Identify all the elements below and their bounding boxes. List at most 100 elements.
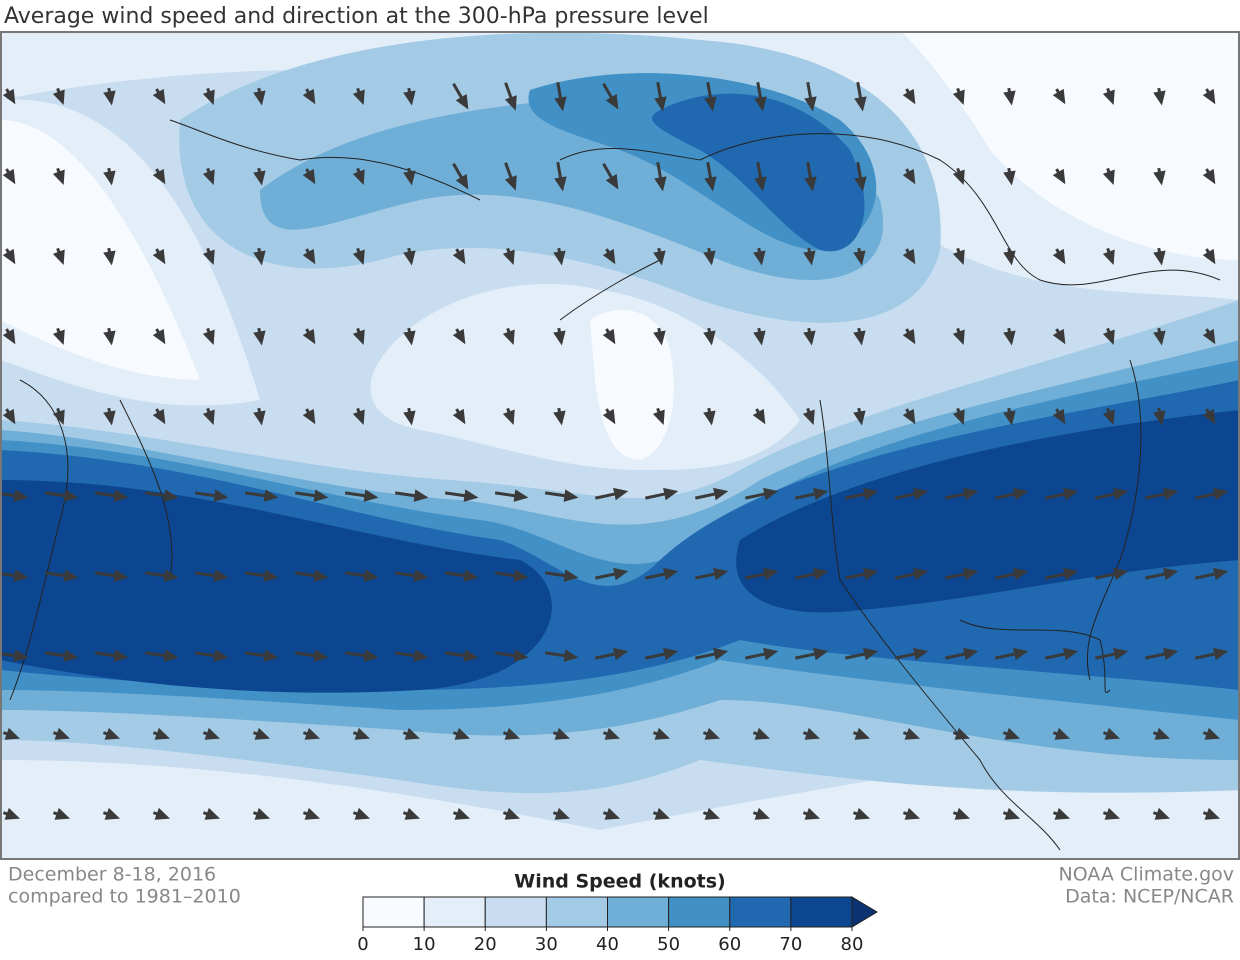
wind-arrow — [1202, 408, 1216, 425]
wind-arrow — [452, 328, 466, 345]
wind-arrow — [1052, 248, 1066, 265]
wind-arrow — [244, 649, 279, 662]
wind-arrow — [253, 407, 266, 426]
wind-arrow — [654, 161, 667, 192]
wind-arrow — [1045, 487, 1079, 501]
wind-arrow — [352, 407, 365, 426]
wind-arrow — [1152, 727, 1171, 740]
wind-arrow — [152, 727, 171, 740]
wind-arrow — [52, 167, 65, 186]
wind-arrow — [1102, 327, 1115, 346]
wind-arrow — [352, 727, 371, 740]
wind-arrow — [795, 567, 829, 581]
wind-arrow — [452, 248, 466, 265]
wind-arrow — [554, 161, 567, 192]
wind-arrow — [802, 807, 821, 820]
wind-arrow — [494, 569, 529, 582]
wind-arrow — [752, 727, 771, 740]
legend-overflow — [851, 896, 878, 928]
legend-swatch — [729, 896, 792, 928]
wind-arrow — [853, 407, 866, 426]
wind-arrow — [952, 327, 965, 346]
legend-swatch — [668, 896, 731, 928]
wind-arrow — [544, 489, 579, 502]
wind-arrow — [502, 247, 515, 266]
wind-arrow — [1153, 247, 1166, 266]
wind-arrow — [902, 248, 916, 265]
wind-arrow — [103, 167, 116, 186]
wind-arrow — [752, 408, 766, 425]
wind-arrow — [645, 647, 679, 661]
wind-arrow — [1152, 807, 1171, 820]
wind-arrow — [502, 407, 515, 426]
wind-arrow — [504, 82, 517, 111]
wind-arrow — [152, 408, 166, 425]
wind-arrow — [595, 567, 629, 581]
wind-arrow — [2, 248, 16, 265]
wind-arrow — [952, 407, 965, 426]
wind-arrow — [403, 87, 416, 106]
wind-arrow — [645, 487, 679, 501]
map — [2, 33, 1238, 858]
wind-arrow — [1202, 248, 1216, 265]
wind-arrow — [995, 567, 1029, 581]
wind-arrow — [103, 407, 116, 426]
wind-arrow — [602, 328, 616, 345]
wind-arrow — [394, 569, 429, 582]
wind-arrow — [553, 327, 566, 346]
wind-arrow — [152, 168, 166, 185]
wind-arrow — [52, 807, 71, 820]
wind-arrow — [695, 647, 729, 661]
wind-arrow — [1102, 87, 1115, 106]
wind-arrow — [394, 649, 429, 662]
wind-arrow — [653, 247, 666, 266]
wind-arrow — [504, 162, 517, 191]
wind-arrow — [945, 487, 979, 501]
wind-arrow — [44, 649, 79, 662]
wind-arrow — [1202, 168, 1216, 185]
wind-arrow — [452, 408, 466, 425]
wind-arrow — [2, 88, 16, 105]
wind-arrow — [745, 487, 779, 501]
wind-arrow — [253, 87, 266, 106]
wind-arrow — [802, 407, 815, 426]
wind-arrow — [44, 569, 79, 582]
wind-arrow — [1195, 487, 1229, 501]
wind-arrow — [352, 247, 365, 266]
wind-arrow — [1153, 407, 1166, 426]
wind-arrow — [945, 647, 979, 661]
wind-arrow — [344, 649, 379, 662]
wind-arrow — [1003, 167, 1016, 186]
wind-arrow — [853, 327, 866, 346]
map-band — [590, 310, 674, 460]
wind-arrow — [52, 247, 65, 266]
legend-tick-label: 80 — [841, 934, 864, 955]
wind-arrow — [902, 807, 921, 820]
wind-arrow — [553, 407, 566, 426]
wind-arrow — [902, 328, 916, 345]
legend-swatch — [484, 896, 547, 928]
wind-arrow — [403, 167, 416, 186]
wind-arrow — [302, 328, 316, 345]
wind-arrow — [102, 807, 121, 820]
wind-arrow — [1002, 807, 1021, 820]
wind-arrow — [952, 167, 965, 186]
wind-arrow — [753, 327, 766, 346]
wind-arrow — [302, 807, 321, 820]
wind-arrow — [444, 489, 479, 502]
wind-arrow — [652, 407, 665, 426]
wind-arrow — [703, 407, 716, 426]
wind-arrow — [704, 81, 717, 112]
wind-arrow — [52, 327, 65, 346]
legend-tick-label: 40 — [596, 934, 619, 955]
wind-arrow — [1153, 167, 1166, 186]
wind-arrow — [703, 327, 716, 346]
wind-arrow — [344, 569, 379, 582]
wind-arrow — [302, 408, 316, 425]
wind-arrow — [403, 247, 416, 266]
wind-arrow — [452, 162, 469, 190]
legend-swatch — [362, 896, 425, 928]
wind-arrow — [602, 82, 619, 110]
wind-arrow — [452, 807, 471, 820]
wind-arrow — [652, 727, 671, 740]
